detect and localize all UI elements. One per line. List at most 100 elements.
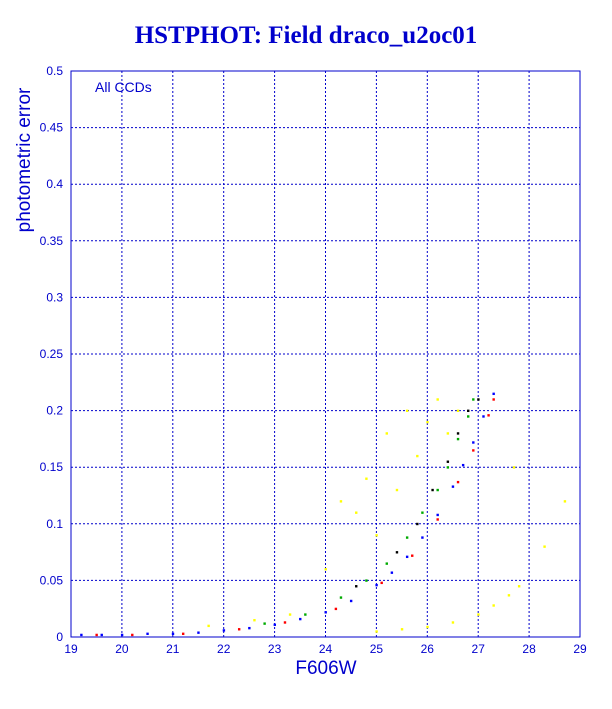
data-point (339, 500, 343, 503)
data-point (263, 622, 266, 625)
x-tick-label: 22 (217, 642, 231, 656)
x-tick-label: 23 (268, 642, 282, 656)
x-tick-label: 29 (573, 642, 587, 656)
data-point (436, 513, 439, 517)
data-point (131, 633, 134, 637)
data-point (339, 596, 343, 599)
y-tick-label: 0.15 (40, 460, 64, 474)
data-point (355, 585, 358, 588)
annotation-all-ccds: All CCDs (95, 79, 152, 95)
data-point (100, 633, 103, 637)
x-tick-label: 21 (166, 642, 180, 656)
data-point (365, 579, 368, 582)
y-tick-label: 0.05 (40, 573, 64, 587)
chart-title: HSTPHOT: Field draco_u2oc01 (134, 22, 478, 49)
data-point (456, 409, 460, 412)
data-point (181, 632, 185, 636)
x-axis-label: F606W (295, 658, 356, 679)
data-point (207, 624, 210, 628)
data-point (421, 511, 424, 514)
data-point (324, 568, 327, 571)
data-point (253, 619, 256, 622)
y-tick-label: 0 (56, 630, 63, 644)
data-point (395, 551, 399, 554)
y-axis-ticks: 0 0.05 0.1 0.15 0.2 0.25 0.3 0.35 0.4 0.45 0.5 (40, 64, 64, 644)
x-axis-ticks: 19 20 21 22 23 24 25 26 27 28 29 (64, 642, 587, 656)
data-point (487, 414, 490, 417)
data-point (451, 621, 455, 624)
data-point (390, 571, 394, 574)
data-point (375, 583, 378, 587)
data-point (80, 633, 83, 637)
data-point (411, 554, 414, 557)
data-point (436, 398, 439, 401)
data-point (385, 562, 388, 565)
data-point (426, 625, 429, 629)
x-tick-label: 27 (472, 642, 486, 656)
data-point (426, 420, 429, 424)
y-tick-label: 0.45 (40, 121, 64, 135)
data-point (472, 441, 475, 444)
data-point (304, 613, 307, 616)
data-point (95, 633, 98, 637)
data-point (517, 585, 521, 588)
data-point (436, 518, 439, 521)
data-point (288, 613, 292, 616)
data-point (446, 460, 450, 463)
y-tick-label: 0.35 (40, 234, 64, 248)
data-point (375, 630, 378, 633)
data-point (400, 628, 404, 631)
y-tick-label: 0.1 (46, 517, 63, 531)
y-tick-label: 0.4 (46, 177, 63, 191)
data-point (237, 628, 241, 631)
x-tick-label: 28 (522, 642, 536, 656)
data-point (446, 466, 450, 469)
y-tick-label: 0.2 (46, 404, 63, 418)
data-point (299, 617, 302, 621)
data-point (395, 488, 399, 492)
data-point (543, 545, 546, 548)
data-point (456, 432, 460, 435)
data-point (456, 480, 460, 484)
y-tick-label: 0.5 (46, 64, 63, 78)
y-axis-label: photometric error (14, 87, 35, 232)
data-point (273, 623, 276, 626)
x-tick-label: 26 (421, 642, 435, 656)
data-point (492, 392, 495, 396)
data-point (467, 409, 470, 412)
data-point (355, 511, 358, 514)
data-point (456, 437, 460, 441)
y-tick-label: 0.3 (46, 290, 63, 304)
grid (70, 70, 581, 638)
data-point (477, 398, 480, 401)
data-point (512, 466, 516, 469)
x-tick-label: 19 (64, 642, 78, 656)
data-point (385, 432, 388, 435)
data-point (416, 454, 419, 458)
data-point (324, 611, 327, 614)
data-point (334, 607, 338, 611)
x-tick-label: 20 (115, 642, 129, 656)
data-point (283, 621, 287, 624)
plot-frame (70, 70, 581, 638)
data-point (461, 463, 465, 467)
data-point (405, 536, 409, 539)
data-point (563, 500, 567, 503)
data-point (451, 485, 455, 488)
data-point (405, 555, 409, 559)
data-point (467, 415, 470, 418)
data-point (120, 633, 124, 637)
x-tick-label: 25 (370, 642, 384, 656)
data-point (446, 432, 450, 435)
data-point (248, 626, 251, 630)
x-tick-label: 24 (319, 642, 333, 656)
data-point (431, 488, 434, 492)
data-point (421, 536, 424, 539)
data-point (472, 449, 475, 452)
data-point (482, 415, 485, 418)
data-point (477, 613, 480, 616)
data-point (197, 631, 200, 634)
data-point (365, 477, 368, 480)
data-point (492, 604, 495, 607)
data-point (472, 398, 475, 401)
